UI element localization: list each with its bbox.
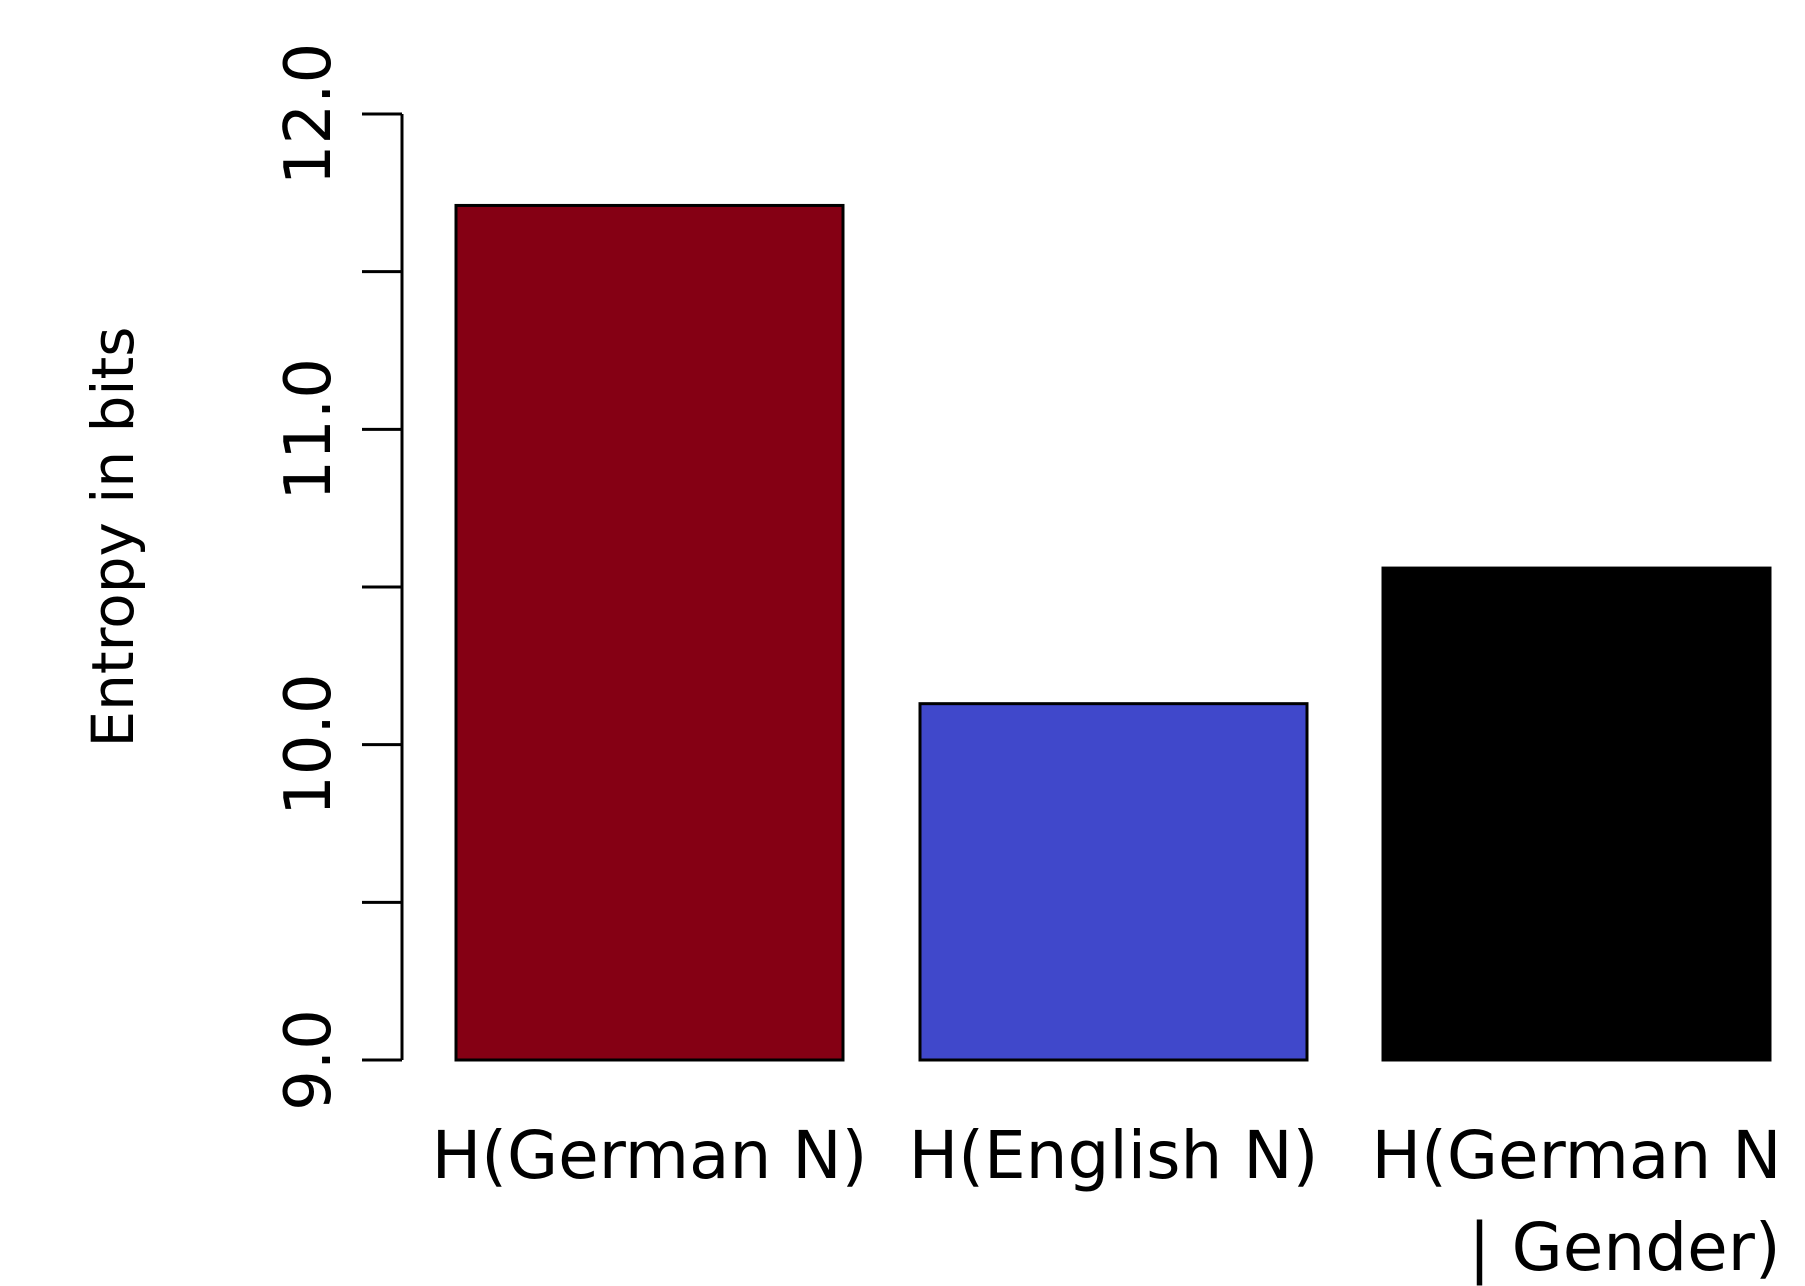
y-ticks: 9.0 10.0 11.0 12.0	[272, 43, 402, 1111]
category-labels: H(German N) H(English N) H(German N | Gende…	[432, 1117, 1782, 1286]
y-tick-label: 10.0	[272, 673, 346, 816]
x-category-label: H(German N)	[432, 1117, 868, 1194]
x-category-label: H(English N)	[909, 1117, 1319, 1194]
y-tick-label: 9.0	[272, 1009, 346, 1111]
y-axis-title: Entropy in bits	[79, 327, 147, 748]
bar	[1381, 566, 1772, 1062]
x-category-label: H(German N	[1371, 1117, 1781, 1194]
y-tick-label: 12.0	[272, 43, 346, 186]
bars	[454, 203, 1772, 1062]
y-tick-label: 11.0	[272, 358, 346, 501]
bar	[454, 203, 845, 1062]
bar	[918, 702, 1309, 1062]
x-category-label: | Gender)	[1468, 1209, 1780, 1286]
